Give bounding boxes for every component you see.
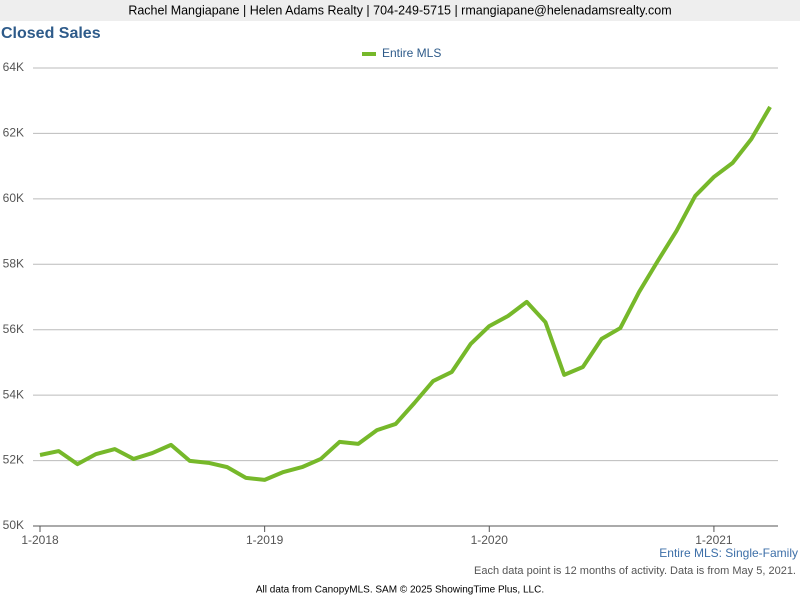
credit: All data from CanopyMLS. SAM © 2025 Show…	[256, 585, 544, 596]
x-tick-label: 1-2019	[246, 533, 284, 547]
y-tick-label: 60K	[3, 191, 24, 205]
footnote: Each data point is 12 months of activity…	[474, 565, 796, 577]
y-tick-label: 50K	[3, 518, 24, 532]
header-text: Rachel Mangiapane | Helen Adams Realty |…	[128, 3, 671, 17]
legend-label: Entire MLS	[382, 46, 441, 60]
y-tick-label: 64K	[3, 60, 24, 74]
x-tick-label: 1-2020	[471, 533, 509, 547]
annotation: Entire MLS: Single-Family	[659, 546, 798, 560]
header-bar	[0, 0, 800, 21]
chart-title: Closed Sales	[1, 25, 101, 42]
y-tick-label: 62K	[3, 126, 24, 140]
y-tick-label: 54K	[3, 387, 24, 401]
series-line	[39, 105, 772, 482]
y-tick-label: 58K	[3, 256, 24, 270]
x-tick-label: 1-2021	[695, 533, 733, 547]
y-tick-label: 56K	[3, 322, 24, 336]
y-tick-label: 52K	[3, 453, 24, 467]
x-tick-label: 1-2018	[21, 533, 59, 547]
